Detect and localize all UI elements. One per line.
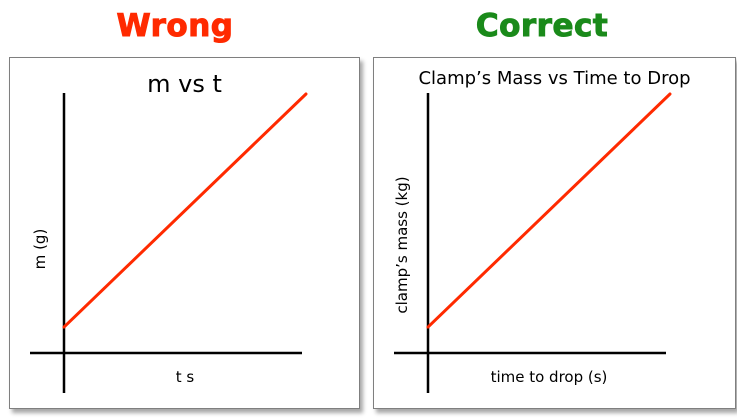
trend-line [62, 92, 308, 329]
trend-line [426, 92, 672, 329]
correct-graph-svg [394, 92, 672, 393]
wrong-y-axis-label: m (g) [31, 228, 49, 270]
correct-heading: Correct [475, 8, 609, 45]
correct-graph-title: Clamp’s Mass vs Time to Drop [418, 68, 691, 89]
wrong-x-axis-label: t s [175, 368, 195, 386]
wrong-heading: Wrong [116, 8, 234, 45]
correct-graph-panel: Clamp’s Mass vs Time to Drop time to dro… [373, 57, 736, 409]
correct-x-axis-label: time to drop (s) [490, 368, 608, 386]
wrong-graph-title: m vs t [147, 70, 222, 98]
wrong-graph-panel: m vs t t s m (g) [9, 57, 360, 409]
wrong-graph-svg [30, 92, 308, 393]
correct-y-axis-label: clamp’s mass (kg) [393, 176, 411, 314]
